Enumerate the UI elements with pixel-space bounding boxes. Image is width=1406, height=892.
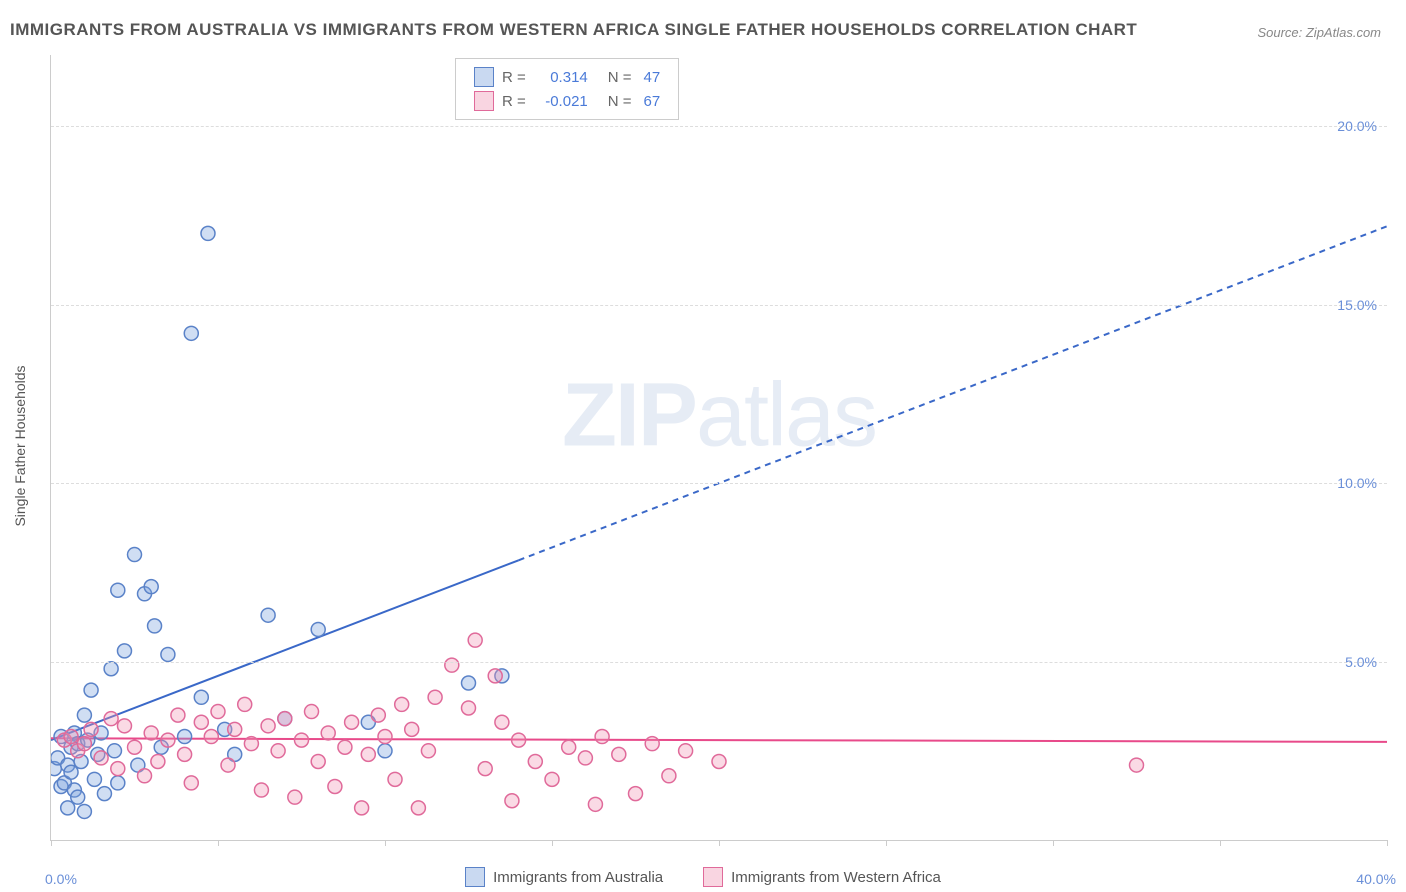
r-label-a: R = <box>502 69 526 86</box>
x-tick <box>1053 840 1054 846</box>
r-value-a: 0.314 <box>538 69 588 86</box>
x-tick <box>886 840 887 846</box>
scatter-svg <box>51 55 1387 840</box>
gridline <box>51 305 1387 306</box>
bottom-legend: Immigrants from Australia Immigrants fro… <box>0 867 1406 887</box>
corr-row-b: R = -0.021 N = 67 <box>474 89 660 113</box>
y-tick-label: 5.0% <box>1345 654 1377 670</box>
source-label: Source: ZipAtlas.com <box>1257 25 1381 40</box>
x-tick <box>51 840 52 846</box>
n-value-a: 47 <box>644 69 661 86</box>
n-value-b: 67 <box>644 93 661 110</box>
r-value-b: -0.021 <box>538 93 588 110</box>
n-label-a: N = <box>608 69 632 86</box>
n-label-b: N = <box>608 93 632 110</box>
x-tick <box>1387 840 1388 846</box>
y-tick-label: 10.0% <box>1337 475 1377 491</box>
gridline <box>51 126 1387 127</box>
page-title: IMMIGRANTS FROM AUSTRALIA VS IMMIGRANTS … <box>10 20 1137 40</box>
x-tick <box>218 840 219 846</box>
swatch-blue-icon <box>474 67 494 87</box>
x-tick <box>385 840 386 846</box>
x-tick <box>1220 840 1221 846</box>
corr-row-a: R = 0.314 N = 47 <box>474 65 660 89</box>
legend-item-b: Immigrants from Western Africa <box>703 867 941 887</box>
gridline <box>51 662 1387 663</box>
y-axis-label: Single Father Households <box>12 365 28 526</box>
gridline <box>51 483 1387 484</box>
legend-label-a: Immigrants from Australia <box>493 869 663 886</box>
y-tick-label: 20.0% <box>1337 118 1377 134</box>
x-tick <box>719 840 720 846</box>
swatch-pink-icon <box>703 867 723 887</box>
x-tick <box>552 840 553 846</box>
y-tick-label: 15.0% <box>1337 297 1377 313</box>
swatch-pink-icon <box>474 91 494 111</box>
swatch-blue-icon <box>465 867 485 887</box>
r-label-b: R = <box>502 93 526 110</box>
legend-label-b: Immigrants from Western Africa <box>731 869 941 886</box>
plot-area: ZIPatlas 5.0%10.0%15.0%20.0% <box>50 55 1387 841</box>
legend-item-a: Immigrants from Australia <box>465 867 663 887</box>
correlation-box: R = 0.314 N = 47 R = -0.021 N = 67 <box>455 58 679 120</box>
